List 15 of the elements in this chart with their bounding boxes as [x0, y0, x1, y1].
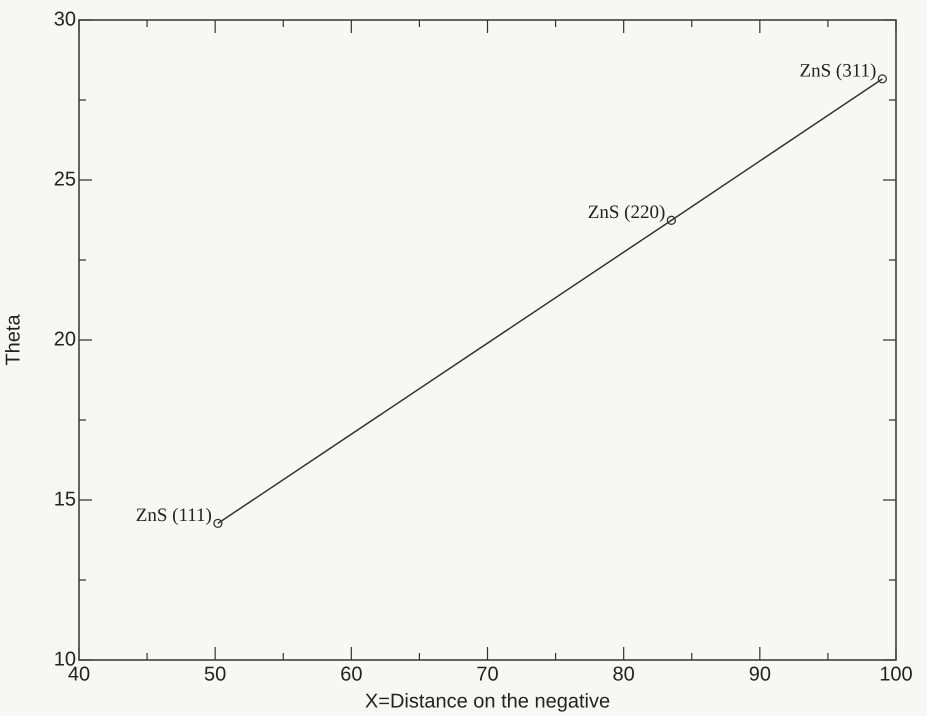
x-tick-label: 70 — [476, 664, 499, 686]
y-tick-label: 20 — [54, 328, 76, 351]
x-tick-label: 80 — [612, 664, 635, 686]
y-axis-title: Theta — [2, 314, 25, 366]
x-tick-label: 60 — [340, 664, 362, 686]
y-tick-label: 25 — [54, 168, 76, 191]
x-tick-label: 50 — [204, 664, 226, 686]
annotation: ZnS (220) — [588, 202, 666, 223]
x-axis-title: X=Distance on the negative — [364, 690, 610, 713]
x-tick-label: 90 — [748, 664, 771, 686]
annotation: ZnS (311) — [800, 60, 876, 82]
x-tick-label: 100 — [879, 664, 913, 686]
y-tick-label: 15 — [54, 488, 76, 511]
y-tick-label: 30 — [54, 8, 76, 31]
annotation: ZnS (111) — [136, 504, 212, 526]
